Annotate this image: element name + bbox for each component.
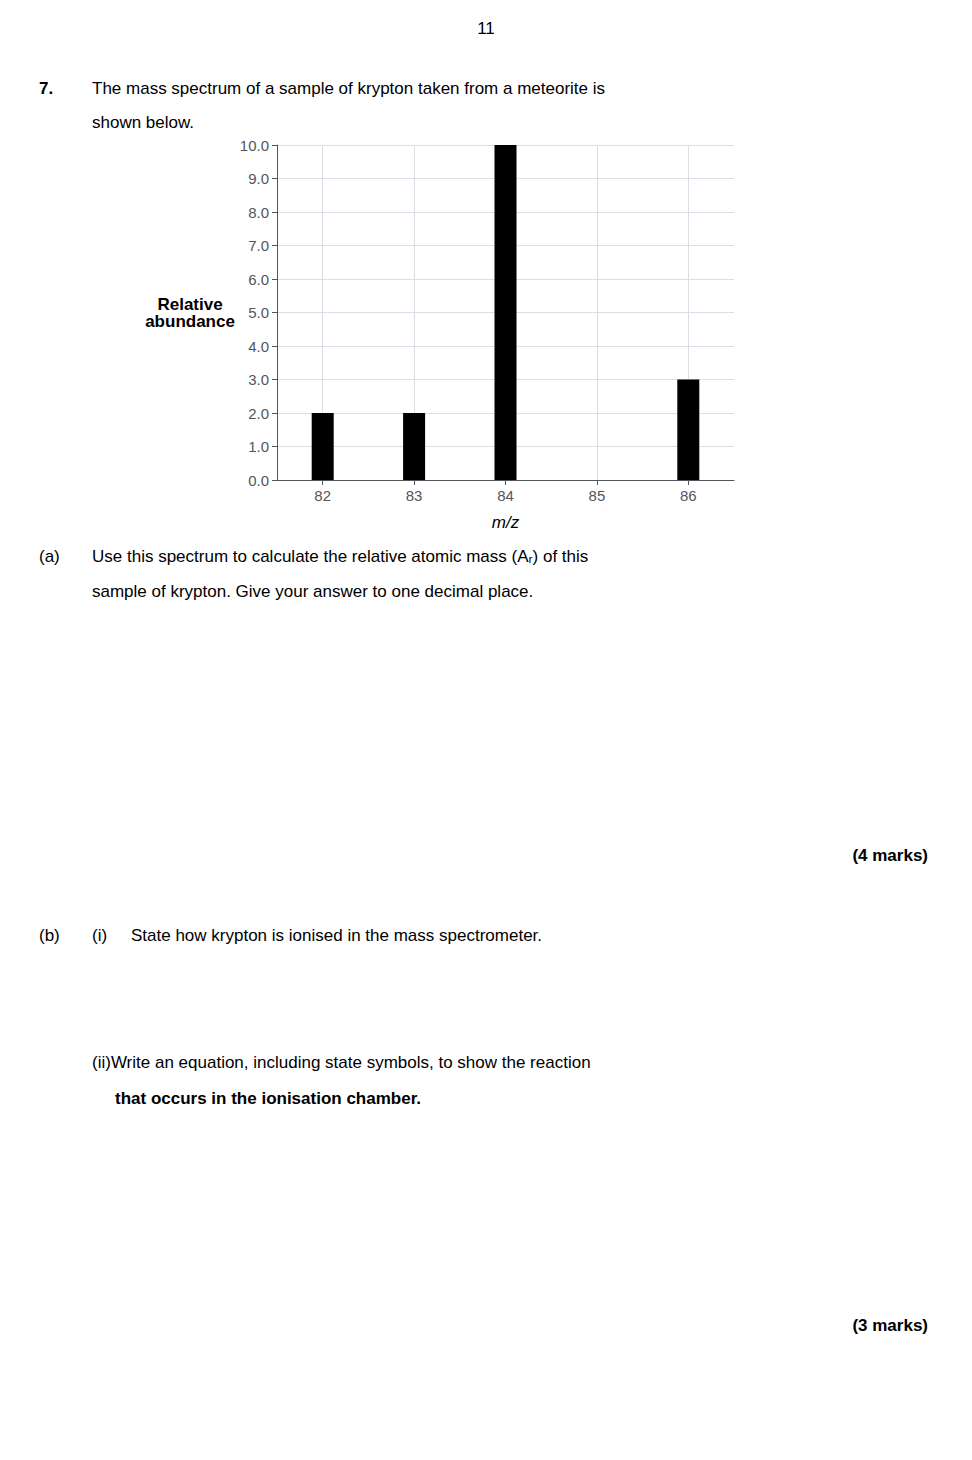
svg-text:2.0: 2.0 xyxy=(248,405,269,422)
svg-text:(3 marks): (3 marks) xyxy=(852,1316,928,1335)
svg-text:83: 83 xyxy=(406,487,423,504)
svg-text:abundance: abundance xyxy=(145,312,235,331)
svg-text:11: 11 xyxy=(477,19,495,38)
svg-text:shown below.: shown below. xyxy=(92,113,194,132)
svg-text:6.0: 6.0 xyxy=(248,271,269,288)
svg-text:(a): (a) xyxy=(39,547,60,566)
svg-text:4.0: 4.0 xyxy=(248,338,269,355)
svg-text:The mass spectrum of a sample: The mass spectrum of a sample of krypton… xyxy=(92,79,605,98)
svg-text:7.0: 7.0 xyxy=(248,237,269,254)
svg-text:84: 84 xyxy=(497,487,514,504)
svg-text:9.0: 9.0 xyxy=(248,170,269,187)
svg-text:(i): (i) xyxy=(92,926,107,945)
svg-text:85: 85 xyxy=(589,487,606,504)
svg-text:State how krypton is ionised i: State how krypton is ionised in the mass… xyxy=(131,926,542,945)
svg-text:3.0: 3.0 xyxy=(248,371,269,388)
svg-text:10.0: 10.0 xyxy=(240,137,269,154)
svg-text:m/z: m/z xyxy=(492,513,520,532)
svg-text:(4 marks): (4 marks) xyxy=(852,846,928,865)
svg-text:82: 82 xyxy=(314,487,331,504)
svg-text:sample of krypton. Give your a: sample of krypton. Give your answer to o… xyxy=(92,582,533,601)
svg-text:86: 86 xyxy=(680,487,697,504)
svg-text:8.0: 8.0 xyxy=(248,204,269,221)
svg-text:5.0: 5.0 xyxy=(248,304,269,321)
svg-text:7.: 7. xyxy=(39,79,53,98)
svg-text:Use this spectrum to calculate: Use this spectrum to calculate the relat… xyxy=(92,547,588,566)
svg-text:0.0: 0.0 xyxy=(248,472,269,489)
svg-text:1.0: 1.0 xyxy=(248,438,269,455)
svg-text:(b): (b) xyxy=(39,926,60,945)
svg-text:Relative: Relative xyxy=(157,294,223,314)
svg-text:(ii)Write an equation, includi: (ii)Write an equation, including state s… xyxy=(92,1053,591,1072)
svg-text:that occurs in the ionisation: that occurs in the ionisation chamber. xyxy=(115,1089,421,1108)
